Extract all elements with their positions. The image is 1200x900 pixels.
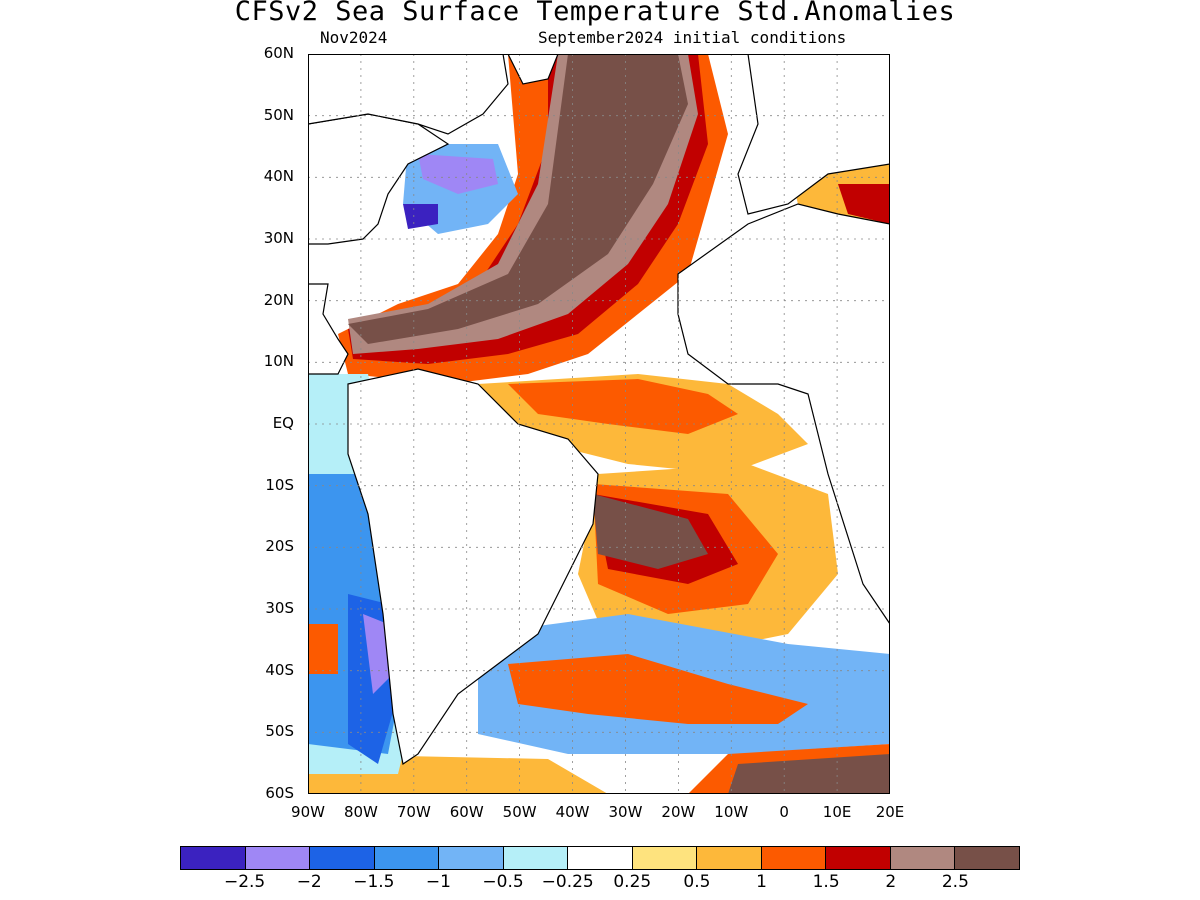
lat-tick-label: 50N bbox=[263, 105, 294, 124]
lat-tick-label: 60S bbox=[265, 784, 294, 802]
colorbar-tick-label: −2.5 bbox=[223, 872, 266, 892]
colorbar-tick-label: −1 bbox=[425, 872, 451, 892]
colorbar-segment bbox=[632, 847, 698, 869]
chart-title: CFSv2 Sea Surface Temperature Std.Anomal… bbox=[234, 0, 956, 27]
colorbar bbox=[180, 846, 1020, 870]
lat-tick-label: 20S bbox=[265, 537, 294, 556]
lat-tick-label: 20N bbox=[263, 290, 294, 309]
grid-lines bbox=[308, 54, 890, 794]
lon-tick-label: 60W bbox=[449, 803, 484, 821]
colorbar-segment bbox=[697, 847, 762, 869]
lon-tick-label: 20E bbox=[875, 803, 905, 821]
colorbar-tick-label: 2.5 bbox=[941, 872, 969, 892]
lon-tick-label: 0 bbox=[779, 803, 789, 821]
colorbar-tick-label: −0.5 bbox=[482, 872, 524, 892]
colorbar-segment bbox=[890, 847, 956, 869]
lon-tick-label: 50W bbox=[502, 803, 537, 821]
colorbar-tick-label: −2 bbox=[296, 872, 322, 892]
lon-tick-label: 70W bbox=[396, 803, 431, 821]
colorbar-segment bbox=[568, 847, 633, 869]
colorbar-segment bbox=[503, 847, 569, 869]
lat-tick-label: 10S bbox=[265, 475, 294, 494]
lat-tick-label: 10N bbox=[263, 352, 294, 371]
colorbar-tick-label: 0.5 bbox=[683, 872, 711, 892]
initial-conditions: September2024 initial conditions bbox=[538, 28, 847, 47]
lat-tick-label: 50S bbox=[265, 722, 294, 741]
colorbar-segment bbox=[245, 847, 311, 869]
lon-tick-label: 20W bbox=[661, 803, 696, 821]
colorbar-segment bbox=[761, 847, 827, 869]
colorbar-tick-label: 0.25 bbox=[613, 872, 652, 892]
colorbar-tick-label: −0.25 bbox=[541, 872, 594, 892]
lon-tick-label: 10E bbox=[822, 803, 852, 821]
colorbar-tick-label: 1 bbox=[756, 872, 767, 892]
lon-tick-label: 40W bbox=[555, 803, 590, 821]
map-border bbox=[308, 54, 890, 794]
colorbar-segment bbox=[826, 847, 891, 869]
lon-tick-label: 10W bbox=[714, 803, 749, 821]
colorbar-tick-label: 2 bbox=[885, 872, 897, 892]
colorbar-segment bbox=[955, 847, 1019, 869]
sst-anomaly-map bbox=[308, 54, 890, 794]
lat-tick-label: 30S bbox=[265, 599, 294, 617]
colorbar-tick-label: −1.5 bbox=[353, 872, 395, 892]
land-masses bbox=[308, 54, 890, 765]
lon-tick-label: 30W bbox=[608, 803, 643, 821]
colorbar-segment bbox=[439, 847, 504, 869]
colorbar-segment bbox=[374, 847, 440, 869]
lat-tick-label: 40S bbox=[265, 660, 294, 679]
forecast-month: Nov2024 bbox=[320, 28, 388, 47]
colorbar-segment bbox=[310, 847, 375, 869]
lon-tick-label: 90W bbox=[291, 803, 325, 821]
lat-tick-label: 40N bbox=[263, 167, 294, 186]
lon-tick-label: 80W bbox=[343, 803, 378, 821]
lat-tick-label: EQ bbox=[272, 414, 294, 432]
lat-tick-label: 60N bbox=[263, 44, 294, 62]
lat-tick-label: 30N bbox=[263, 229, 294, 247]
colorbar-tick-label: 1.5 bbox=[812, 872, 840, 892]
colorbar-segment bbox=[181, 847, 246, 869]
